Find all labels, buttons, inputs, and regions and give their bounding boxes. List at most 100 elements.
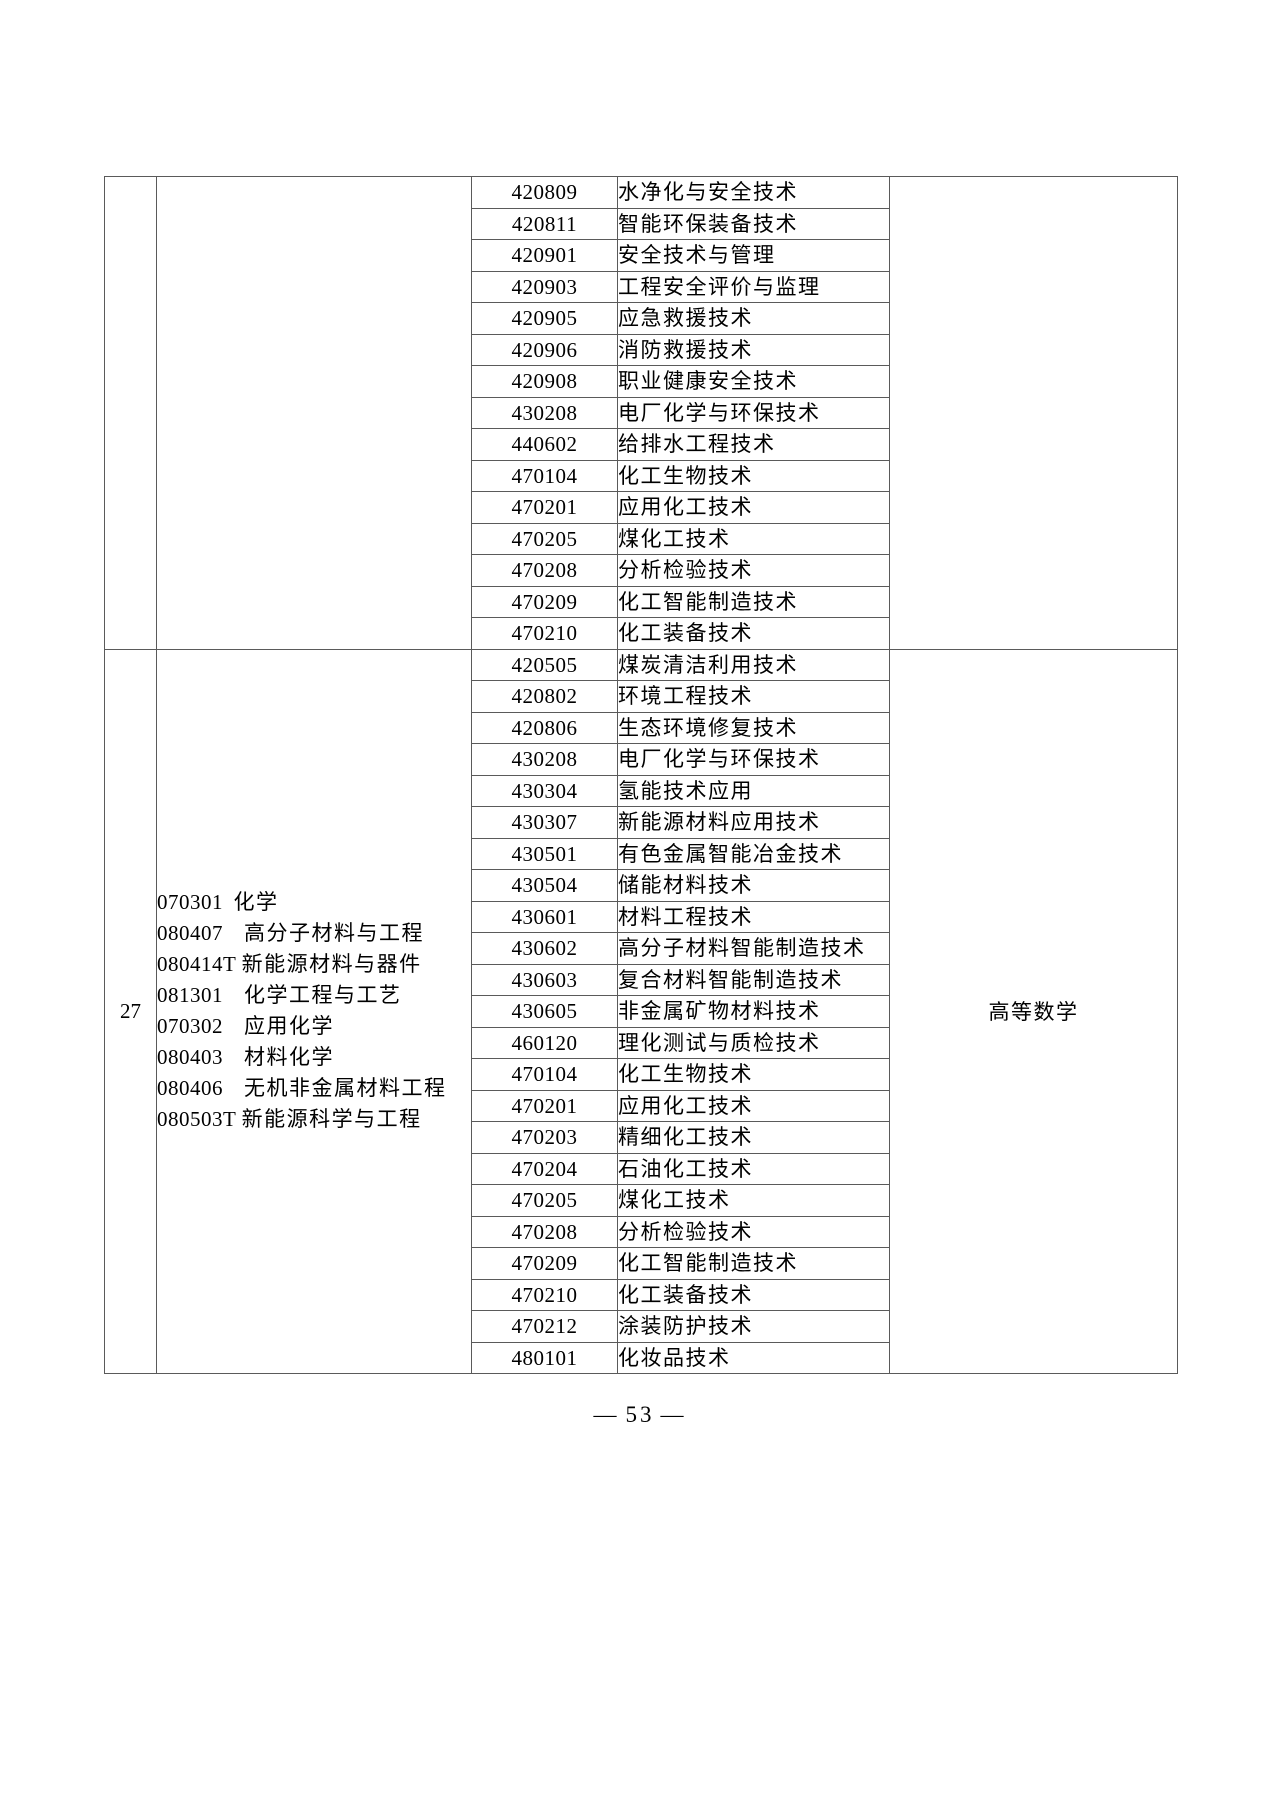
table-row: 440602 给排水工程技术 <box>105 428 1178 461</box>
major-name: 无机非金属材料工程 <box>244 1076 447 1101</box>
page-number-suffix: — <box>660 1402 687 1427</box>
vocational-major-name-cell: 化工生物技术 <box>617 459 890 492</box>
vocational-major-name-cell: 应急救援技术 <box>617 302 890 335</box>
vocational-major-name-cell: 电厂化学与环保技术 <box>617 396 890 429</box>
vocational-major-code-cell: 430601 <box>471 900 618 933</box>
exam-subject-cell: 高等数学 <box>889 648 1178 1374</box>
vocational-major-name-cell: 有色金属智能冶金技术 <box>617 837 890 870</box>
table-row: 430304 氢能技术应用 <box>105 774 1178 807</box>
vocational-major-code-cell: 460120 <box>471 1026 618 1059</box>
table-row: 470201 应用化工技术 <box>105 491 1178 524</box>
vocational-major-code-cell: 420901 <box>471 239 618 272</box>
vocational-major-code-cell: 470104 <box>471 459 618 492</box>
major-name: 新能源科学与工程 <box>241 1107 422 1132</box>
major-entry: 081301 化学工程与工艺 <box>157 980 471 1011</box>
vocational-major-code-cell: 420905 <box>471 302 618 335</box>
major-name: 化学 <box>233 890 279 915</box>
vocational-major-code-cell: 430501 <box>471 837 618 870</box>
vocational-major-name-cell: 煤化工技术 <box>617 522 890 555</box>
vocational-major-code-cell: 470201 <box>471 1089 618 1122</box>
vocational-major-name-cell: 化工智能制造技术 <box>617 1247 890 1280</box>
vocational-major-name-cell: 智能环保装备技术 <box>617 207 890 240</box>
table-row: 420906 消防救援技术 <box>105 333 1178 366</box>
table-row: 470203 精细化工技术 <box>105 1121 1178 1154</box>
major-spacer <box>223 983 244 1007</box>
vocational-major-name-cell: 煤炭清洁利用技术 <box>617 648 890 681</box>
vocational-major-code-cell: 470203 <box>471 1121 618 1154</box>
table-row: 470104 化工生物技术 <box>105 1058 1178 1091</box>
vocational-major-code-cell: 420809 <box>471 176 618 209</box>
table-row: 420811 智能环保装备技术 <box>105 207 1178 240</box>
page-number: 53 <box>625 1402 655 1427</box>
vocational-major-code-cell: 430605 <box>471 995 618 1028</box>
vocational-major-name-cell: 化妆品技术 <box>617 1341 890 1374</box>
vocational-major-name-cell: 材料工程技术 <box>617 900 890 933</box>
vocational-major-code-cell: 470104 <box>471 1058 618 1091</box>
vocational-major-code-cell: 420908 <box>471 365 618 398</box>
vocational-major-code-cell: 420802 <box>471 680 618 713</box>
table-row: 470104 化工生物技术 <box>105 459 1178 492</box>
table-row: 430208 电厂化学与环保技术 <box>105 396 1178 429</box>
table-row: 470209 化工智能制造技术 <box>105 1247 1178 1280</box>
vocational-major-code-cell: 470204 <box>471 1152 618 1185</box>
vocational-major-name-cell: 复合材料智能制造技术 <box>617 963 890 996</box>
vocational-major-name-cell: 理化测试与质检技术 <box>617 1026 890 1059</box>
vocational-major-name-cell: 生态环境修复技术 <box>617 711 890 744</box>
table-row: 420809 水净化与安全技术 <box>104 176 1178 650</box>
vocational-major-code-cell: 420505 <box>471 648 618 681</box>
vocational-major-name-cell: 精细化工技术 <box>617 1121 890 1154</box>
table-row: 470201 应用化工技术 <box>105 1089 1178 1122</box>
major-code: 070302 <box>157 1014 223 1039</box>
table-row: 470205 煤化工技术 <box>105 522 1178 555</box>
vocational-major-name-cell: 氢能技术应用 <box>617 774 890 807</box>
table-row: 27 070301 化学 080407 高分子材料与工程 080414T 新能源材料与… <box>104 648 1178 1374</box>
vocational-major-name-cell: 电厂化学与环保技术 <box>617 743 890 776</box>
major-code: 070301 <box>157 890 223 915</box>
vocational-major-code-cell: 470210 <box>471 1278 618 1311</box>
vocational-major-code-cell: 470210 <box>471 617 618 650</box>
vocational-major-name-cell: 化工生物技术 <box>617 1058 890 1091</box>
vocational-major-code-cell: 430603 <box>471 963 618 996</box>
table-body: 420809 水净化与安全技术 420811 智能环保装备技术 420901 安全技术与管… <box>104 176 1178 1374</box>
major-spacer <box>223 890 234 914</box>
vocational-major-name-cell: 化工装备技术 <box>617 617 890 650</box>
major-code: 080403 <box>157 1045 223 1070</box>
table-row: 430501 有色金属智能冶金技术 <box>105 837 1178 870</box>
table-row: 430504 储能材料技术 <box>105 869 1178 902</box>
major-spacer <box>223 1045 244 1069</box>
major-entry: 080403 材料化学 <box>157 1042 471 1073</box>
major-name: 应用化学 <box>244 1014 334 1039</box>
table-row: 480101 化妆品技术 <box>105 1341 1178 1374</box>
vocational-major-code-cell: 470205 <box>471 1184 618 1217</box>
table-row: 470209 化工智能制造技术 <box>105 585 1178 618</box>
page-footer: —53— <box>0 1402 1280 1428</box>
vocational-major-code-cell: 430208 <box>471 743 618 776</box>
major-entry: 080503T 新能源科学与工程 <box>157 1104 471 1135</box>
major-entry: 080414T 新能源材料与器件 <box>157 949 471 980</box>
table-row: 430603 复合材料智能制造技术 <box>105 963 1178 996</box>
table-row: 430208 电厂化学与环保技术 <box>105 743 1178 776</box>
vocational-major-name-cell: 应用化工技术 <box>617 491 890 524</box>
vocational-major-code-cell: 430602 <box>471 932 618 965</box>
vocational-major-code-cell: 470208 <box>471 1215 618 1248</box>
major-code: 080503T <box>157 1107 237 1132</box>
vocational-major-name-cell: 环境工程技术 <box>617 680 890 713</box>
major-name: 化学工程与工艺 <box>244 983 402 1008</box>
vocational-major-name-cell: 储能材料技术 <box>617 869 890 902</box>
table-row: 470204 石油化工技术 <box>105 1152 1178 1185</box>
vocational-major-name-cell: 职业健康安全技术 <box>617 365 890 398</box>
table-row: 470208 分析检验技术 <box>105 554 1178 587</box>
major-name: 新能源材料与器件 <box>241 952 422 977</box>
vocational-major-name-cell: 化工装备技术 <box>617 1278 890 1311</box>
major-code: 080407 <box>157 921 223 946</box>
row-index-cell: 27 <box>104 648 157 1374</box>
vocational-major-name-cell: 工程安全评价与监理 <box>617 270 890 303</box>
table-row: 420806 生态环境修复技术 <box>105 711 1178 744</box>
row-index-cell <box>104 176 157 650</box>
vocational-major-code-cell: 480101 <box>471 1341 618 1374</box>
vocational-major-code-cell: 470208 <box>471 554 618 587</box>
vocational-major-code-cell: 420906 <box>471 333 618 366</box>
vocational-major-name-cell: 石油化工技术 <box>617 1152 890 1185</box>
vocational-major-code-cell: 430307 <box>471 806 618 839</box>
major-spacer <box>223 1014 244 1038</box>
